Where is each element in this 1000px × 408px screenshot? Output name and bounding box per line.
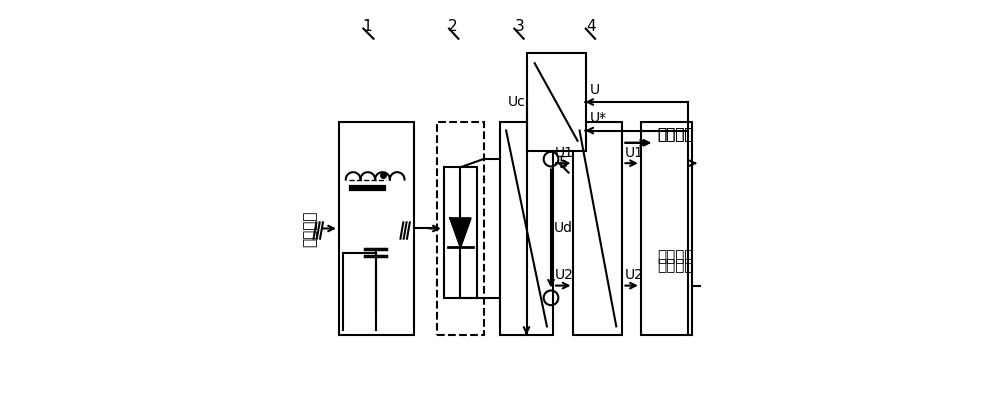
Text: 高压输出: 高压输出 <box>657 127 694 142</box>
Bar <box>641 122 692 335</box>
Text: 2: 2 <box>448 19 458 34</box>
Text: U2: U2 <box>555 268 574 282</box>
Text: U1: U1 <box>624 146 643 160</box>
Text: 高压输出: 高压输出 <box>657 127 694 142</box>
Bar <box>500 122 553 335</box>
Text: Ud: Ud <box>554 222 573 235</box>
Text: Uc: Uc <box>507 95 525 109</box>
Text: 5: 5 <box>558 156 568 171</box>
Text: 1: 1 <box>363 19 372 34</box>
Text: 3: 3 <box>515 19 524 34</box>
Polygon shape <box>450 218 471 247</box>
Bar <box>437 122 484 335</box>
Text: U1: U1 <box>555 146 574 160</box>
Text: U2: U2 <box>624 268 643 282</box>
Text: U*: U* <box>590 111 607 125</box>
Text: U: U <box>590 83 600 97</box>
Text: 4: 4 <box>586 19 596 34</box>
Text: 高压采样: 高压采样 <box>657 250 694 264</box>
Bar <box>573 122 622 335</box>
Bar <box>527 53 586 151</box>
Bar <box>339 122 414 335</box>
Bar <box>444 167 477 298</box>
Text: 高压采样: 高压采样 <box>657 258 694 273</box>
Text: 供电输入: 供电输入 <box>303 210 318 247</box>
